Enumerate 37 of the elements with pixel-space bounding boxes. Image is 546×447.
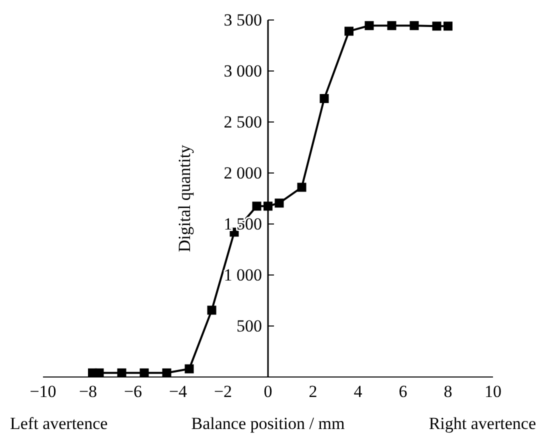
text: Right avertence: [428, 414, 536, 433]
point: [344, 26, 354, 36]
point: [274, 198, 284, 208]
point: [444, 22, 452, 31]
x-tick-label: 4: [354, 382, 363, 401]
point: [297, 182, 306, 192]
y-tick-label: 2 500: [224, 112, 262, 132]
text: Left avertence: [10, 414, 108, 433]
point: [432, 22, 442, 31]
x-tick-label: 8: [444, 382, 452, 401]
x-tick-label: 10: [484, 382, 502, 401]
x-tick-label: −4: [168, 382, 188, 401]
point: [364, 21, 374, 30]
point: [162, 368, 172, 377]
y-tick-label: 1 000: [224, 266, 262, 284]
point: [207, 306, 216, 315]
x-tick-label: 6: [398, 382, 408, 401]
y-tick-label: 2 000: [224, 164, 262, 182]
x-axis-title: Balance position / mm: [191, 414, 345, 433]
y-axis-title: Digital quantity: [175, 144, 194, 252]
point: [184, 364, 194, 374]
point: [94, 368, 104, 377]
x-tick-label: 2: [308, 382, 318, 401]
y-tick-label: 3 500: [224, 10, 262, 30]
y-tick-label: 500: [236, 316, 262, 336]
point: [252, 202, 262, 211]
point: [140, 368, 149, 377]
x-tick-label: −8: [78, 382, 98, 401]
point: [117, 368, 126, 377]
y-tick-label: 3 000: [224, 62, 262, 80]
x-tick-label: −10: [30, 382, 56, 401]
x-tick-label: −2: [214, 382, 232, 401]
x-tick-label: −6: [124, 382, 142, 401]
point: [387, 21, 396, 30]
point: [320, 94, 329, 104]
point: [410, 21, 419, 30]
x-tick-label: 0: [264, 382, 272, 401]
